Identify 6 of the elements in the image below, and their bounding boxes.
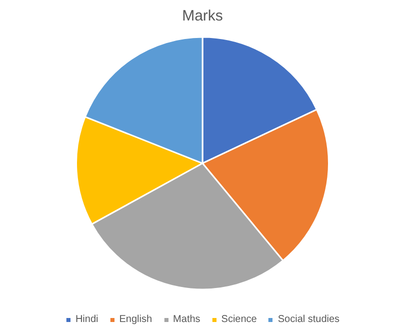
chart-title: Marks xyxy=(182,8,223,24)
legend-label: Hindi xyxy=(75,314,98,325)
legend-label: Social studies xyxy=(278,314,340,325)
legend-label: Science xyxy=(221,314,257,325)
legend-label: English xyxy=(119,314,152,325)
legend-label: Maths xyxy=(173,314,200,325)
